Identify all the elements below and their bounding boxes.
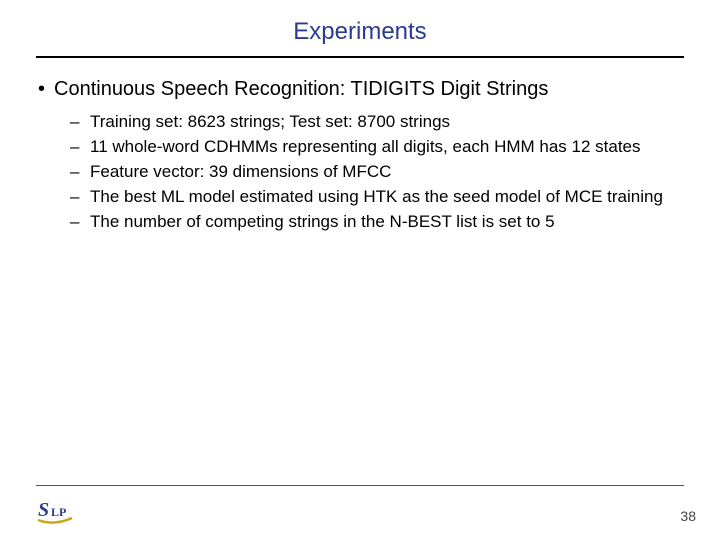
- sub-bullet: – Feature vector: 39 dimensions of MFCC: [70, 160, 684, 183]
- sub-bullet: – The best ML model estimated using HTK …: [70, 185, 684, 208]
- sub-bullet: – The number of competing strings in the…: [70, 210, 684, 233]
- page-number: 38: [680, 508, 696, 524]
- dash-icon: –: [70, 110, 90, 133]
- sub-bullet-text: The number of competing strings in the N…: [90, 210, 575, 233]
- logo-icon: S LP: [36, 496, 76, 526]
- title-rule: [36, 56, 684, 58]
- sub-bullet: – Training set: 8623 strings; Test set: …: [70, 110, 684, 133]
- dash-icon: –: [70, 210, 90, 233]
- content-area: • Continuous Speech Recognition: TIDIGIT…: [36, 76, 684, 233]
- footer-rule: [36, 485, 684, 486]
- svg-text:LP: LP: [51, 505, 66, 519]
- dash-icon: –: [70, 135, 90, 158]
- sub-bullet-text: Feature vector: 39 dimensions of MFCC: [90, 160, 411, 183]
- dash-icon: –: [70, 160, 90, 183]
- slide-title: Experiments: [36, 18, 684, 46]
- main-bullet-text: Continuous Speech Recognition: TIDIGITS …: [54, 76, 548, 102]
- dash-icon: –: [70, 185, 90, 208]
- bullet-dot-icon: •: [36, 76, 54, 102]
- sub-bullet-list: – Training set: 8623 strings; Test set: …: [36, 110, 684, 233]
- sub-bullet-text: 11 whole-word CDHMMs representing all di…: [90, 135, 661, 158]
- sub-bullet-text: Training set: 8623 strings; Test set: 87…: [90, 110, 470, 133]
- sub-bullet-text: The best ML model estimated using HTK as…: [90, 185, 683, 208]
- sub-bullet: – 11 whole-word CDHMMs representing all …: [70, 135, 684, 158]
- main-bullet: • Continuous Speech Recognition: TIDIGIT…: [36, 76, 684, 102]
- svg-text:S: S: [38, 499, 49, 521]
